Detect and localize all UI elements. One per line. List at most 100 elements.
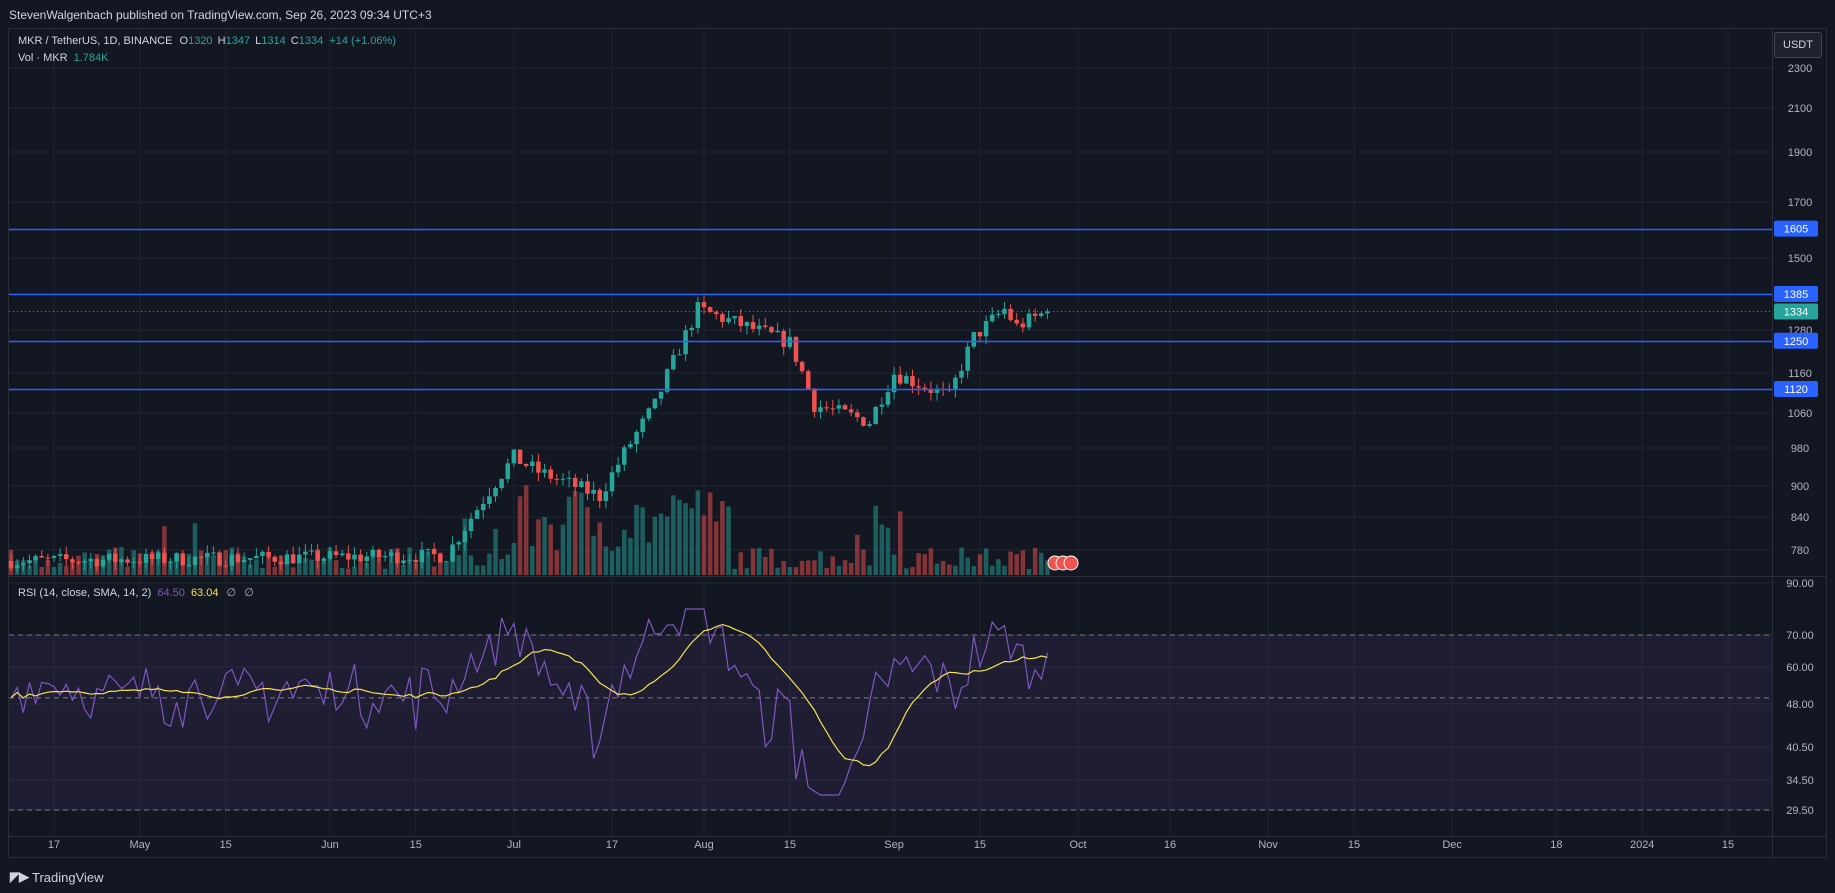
volume-bar [364, 563, 370, 575]
time-tick-label: 17 [48, 839, 60, 851]
candle-body [352, 554, 357, 560]
candle-body [769, 327, 774, 333]
candle-body [297, 554, 302, 564]
candle-body [278, 561, 284, 565]
candle-body [683, 330, 688, 355]
candle-body [125, 559, 130, 563]
event-markers [1047, 555, 1079, 571]
volume-bar [634, 504, 639, 575]
rsi-pane-background [9, 634, 1772, 811]
time-tick-label: 15 [410, 839, 422, 851]
volume-bar [45, 560, 51, 575]
volume-bar [897, 511, 903, 575]
volume-bar [1014, 554, 1020, 575]
candle-body [388, 552, 394, 556]
volume-bar [664, 516, 670, 575]
candle-body [732, 316, 737, 319]
candle-body [168, 561, 173, 563]
candle-body [21, 563, 26, 566]
volume-bar [260, 567, 265, 575]
empty-value-1: ∅ [226, 587, 237, 599]
candle-body [339, 553, 345, 556]
volume-bar [640, 507, 645, 575]
volume-bar [713, 521, 719, 575]
level-price-label: 1385 [1784, 289, 1808, 301]
volume-bar [867, 565, 872, 575]
volume-bar [597, 522, 603, 575]
candle-body [27, 560, 32, 564]
volume-bar [493, 528, 498, 575]
candle-body [720, 314, 725, 323]
volume-bar [1002, 565, 1007, 575]
candle-body [407, 559, 412, 561]
volume-bar [824, 567, 829, 575]
high-value: 1347 [225, 35, 251, 47]
price-tick-label: 1060 [1788, 408, 1812, 420]
candle-body [910, 376, 915, 387]
volume-legend[interactable]: Vol · MKR 1.784K [18, 52, 108, 64]
candle-body [229, 554, 235, 566]
candle-body [462, 531, 468, 543]
volume-bar [922, 554, 928, 575]
time-tick-label: Dec [1442, 839, 1462, 851]
volume-bar [438, 552, 443, 575]
volume-bar [76, 555, 81, 575]
candle-body [885, 392, 891, 405]
candle-body [848, 409, 854, 413]
candle-body [891, 374, 897, 393]
volume-bar [241, 556, 247, 575]
candle-body [450, 544, 455, 562]
candle-body [1032, 313, 1038, 316]
candle-body [456, 542, 461, 545]
candle-body [585, 481, 590, 494]
volume-bar [401, 565, 406, 575]
candle-body [713, 312, 719, 315]
volume-bar [842, 560, 848, 575]
candle-body [223, 565, 228, 567]
time-tick-label: Sep [884, 839, 904, 851]
volume-bar [272, 567, 278, 575]
volume-bar [848, 562, 854, 575]
volume-bar [591, 535, 596, 575]
tradingview-brand[interactable]: ◤▶ TradingView [10, 869, 104, 885]
volume-bar [677, 499, 682, 575]
candle-body [603, 491, 609, 501]
candle-body [812, 388, 817, 412]
volume-bar [57, 562, 63, 575]
volume-bar [431, 566, 437, 575]
volume-bar [192, 523, 198, 575]
volume-bar [321, 558, 327, 575]
candle-body [793, 336, 799, 362]
volume-bar [51, 566, 57, 575]
volume-bar [775, 567, 780, 575]
time-tick-label: 15 [1722, 839, 1734, 851]
candle-body [51, 555, 57, 558]
volume-bar [266, 551, 271, 575]
currency-button[interactable]: USDT [1774, 32, 1822, 58]
candle-body [634, 432, 639, 445]
volume-bar [125, 566, 130, 575]
candle-body [327, 551, 333, 559]
volume-bar [370, 552, 376, 575]
open-label: O [179, 35, 189, 47]
rsi-legend[interactable]: RSI (14, close, SMA, 14, 2) 64.50 63.04 … [18, 586, 254, 599]
chart-frame[interactable] [8, 28, 1827, 858]
candle-body [701, 302, 707, 308]
volume-bar [615, 546, 621, 575]
candle-body [419, 549, 425, 563]
volume-bar [769, 548, 774, 575]
candle-body [738, 316, 744, 327]
volume-bar [205, 556, 210, 575]
volume-bar [652, 516, 658, 575]
rsi-tick-label: 90.00 [1786, 578, 1814, 590]
time-tick-label: 2024 [1630, 839, 1654, 851]
volume-bar [879, 524, 885, 575]
volume-bar [33, 558, 38, 575]
candle-body [468, 518, 474, 532]
candle-body [695, 302, 701, 328]
volume-bar [928, 548, 934, 575]
symbol-legend[interactable]: MKR / TetherUS, 1D, BINANCE O1320 H1347 … [18, 35, 396, 47]
candle-body [382, 555, 388, 558]
volume-bar [812, 560, 817, 575]
